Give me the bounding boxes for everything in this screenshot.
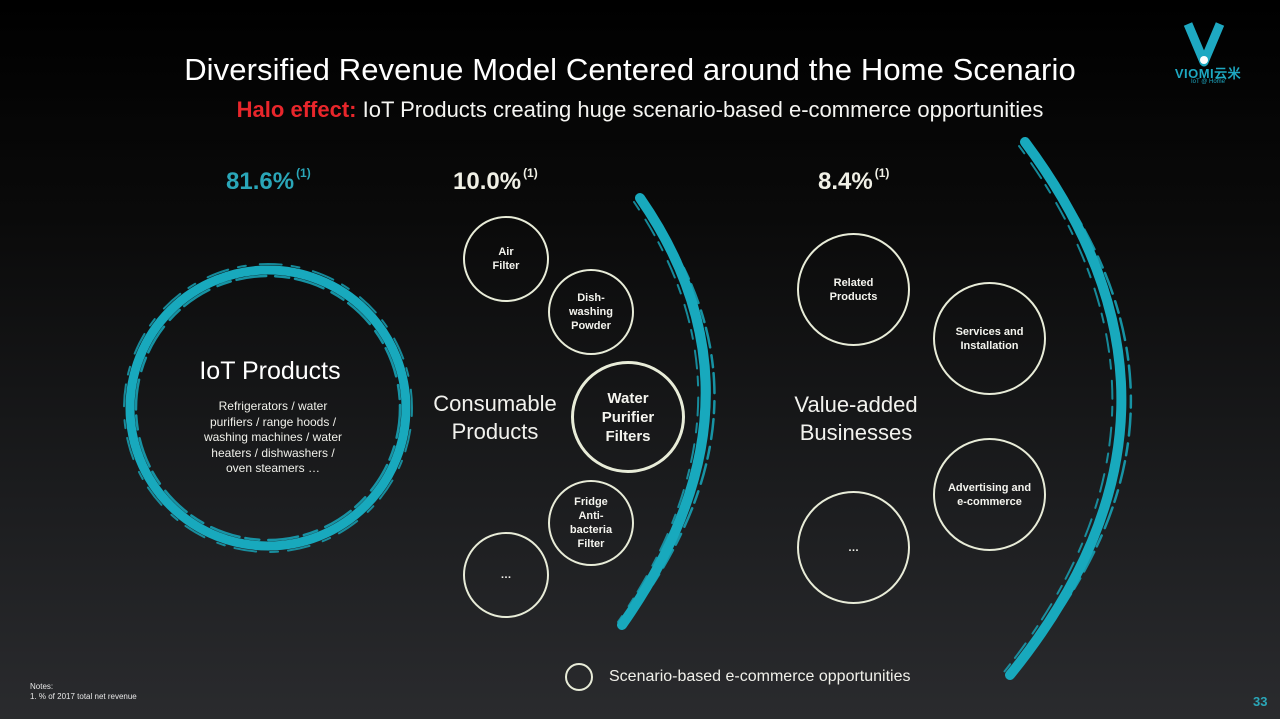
bubble-advertising-ecommerce: Advertising and e-commerce <box>933 438 1046 551</box>
value-added-arc <box>1005 137 1127 680</box>
consumable-products-label: Consumable Products <box>433 391 557 444</box>
bubble-consumable-more: … <box>463 532 549 618</box>
page-number: 33 <box>1253 694 1268 709</box>
bubble-value-added-more: … <box>797 491 910 604</box>
iot-percent: 81.6% (1) <box>226 166 311 195</box>
consumable-arc <box>617 193 711 630</box>
bubble-water-purifier-filters: Water Purifier Filters <box>571 361 685 473</box>
logo-tagline: IoT @ Home <box>1191 79 1225 85</box>
halo-effect-label: Halo effect: <box>236 97 357 122</box>
bubble-services-installation: Services and Installation <box>933 282 1046 395</box>
viomi-v-icon <box>1183 22 1225 67</box>
bubble-related-products: Related Products <box>797 233 910 346</box>
legend-text: Scenario-based e-commerce opportunities <box>609 668 911 685</box>
consumable-percent: 10.0% (1) <box>453 166 538 195</box>
value-added-percent: 8.4% (1) <box>818 166 890 195</box>
iot-products-title: IoT Products <box>199 357 341 385</box>
footnotes: Notes: 1. % of 2017 total net revenue <box>30 682 137 701</box>
bubble-dishwashing-powder: Dish-washing Powder <box>548 269 634 355</box>
logo-brand: VIOMI云米 <box>1174 66 1242 81</box>
iot-products-description: Refrigerators / water purifiers / range … <box>203 399 343 475</box>
viomi-logo: VIOMI云米 IoT @ Home <box>1160 18 1256 93</box>
value-added-businesses-label: Value-added Businesses <box>794 392 918 445</box>
bubble-fridge-filter: Fridge Anti-bacteria Filter <box>548 480 634 566</box>
legend-circle-icon <box>565 663 593 691</box>
bubble-air-filter: Air Filter <box>463 216 549 302</box>
iot-ring <box>125 265 411 551</box>
page-subtitle: Halo effect: IoT Products creating huge … <box>0 97 1280 123</box>
subtitle-text: IoT Products creating huge scenario-base… <box>362 97 1044 122</box>
page-title: Diversified Revenue Model Centered aroun… <box>184 52 1076 87</box>
